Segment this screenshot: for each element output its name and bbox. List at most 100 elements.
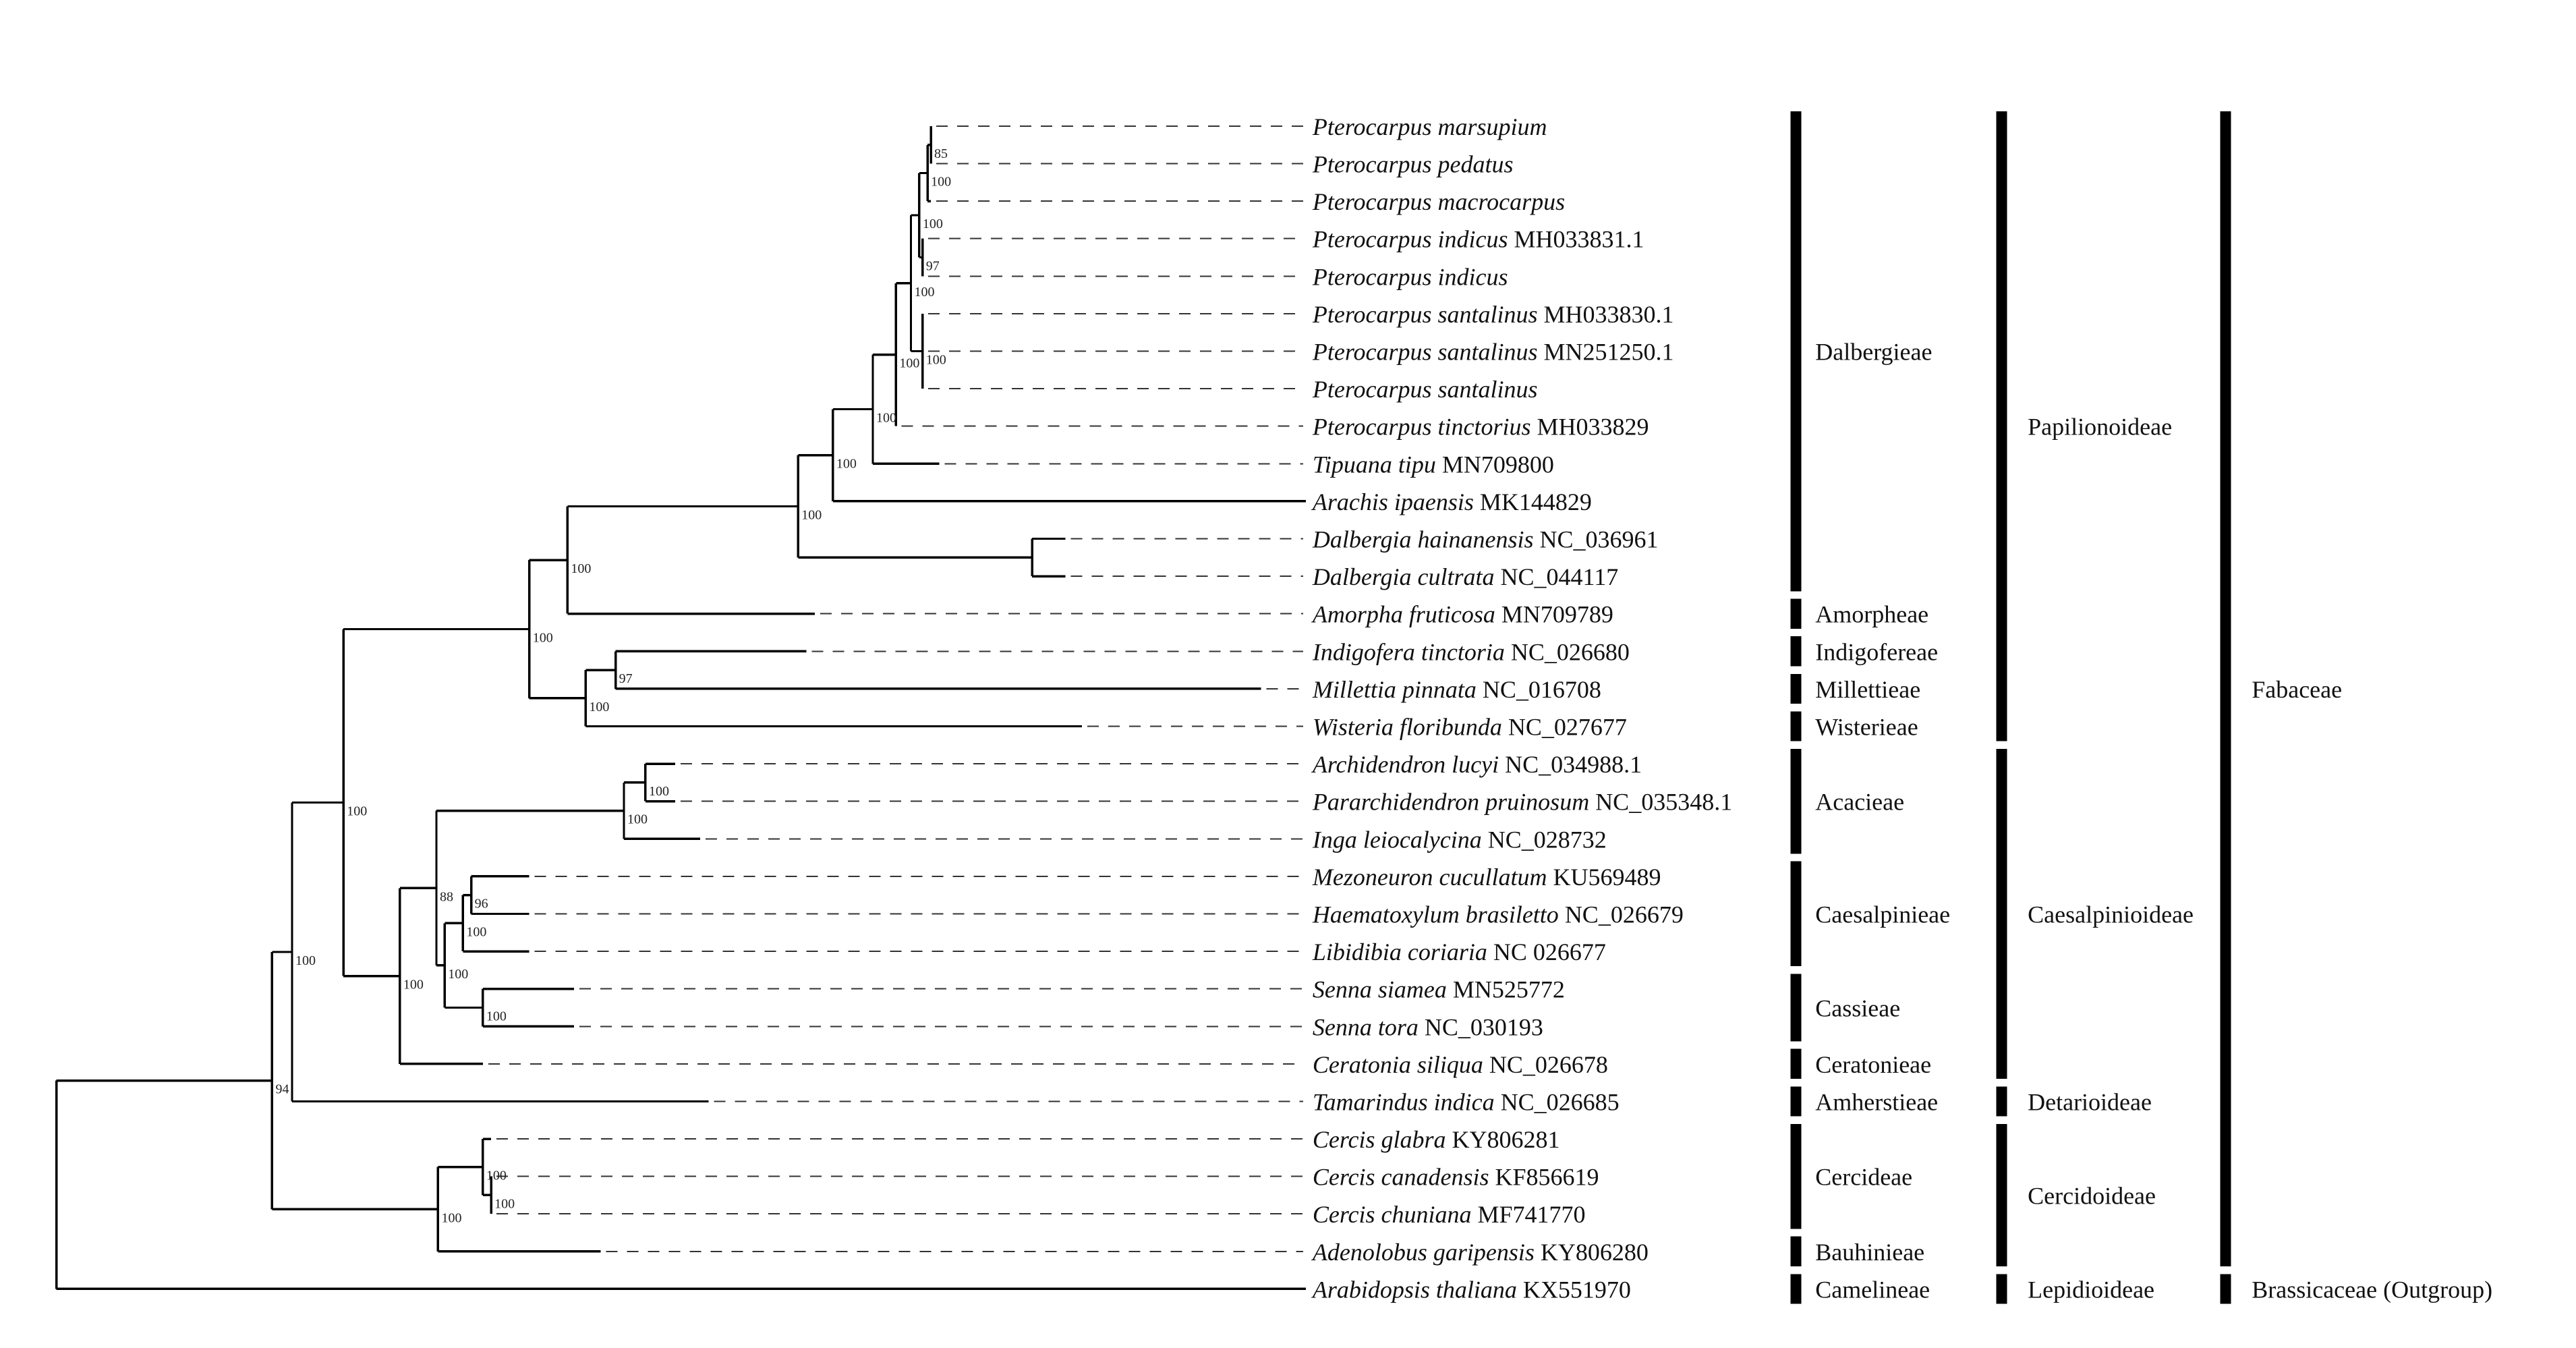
taxon-label: Pterocarpus indicus MH033831.1: [1312, 226, 1644, 253]
accession-number: NC_036961: [1534, 526, 1659, 553]
accession-number: KY806281: [1446, 1126, 1560, 1153]
bootstrap-value: 100: [494, 1196, 515, 1211]
subfamily-label: Detarioideae: [2028, 1088, 2152, 1115]
accession-number: NC_026680: [1505, 638, 1630, 665]
taxon-labels: Pterocarpus marsupium Pterocarpus pedatus…: [1311, 113, 1732, 1303]
taxon-label: Mezoneuron cucullatum KU569489: [1312, 864, 1661, 891]
tribe-label: Acacieae: [1815, 789, 1904, 816]
species-name: Tipuana tipu: [1313, 451, 1436, 478]
subfamily-label: Lepidioideae: [2028, 1276, 2154, 1303]
taxon-label: Libidibia coriaria NC 026677: [1312, 938, 1606, 965]
accession-number: NC_016708: [1477, 676, 1601, 703]
species-name: Pterocarpus marsupium: [1312, 113, 1547, 140]
tribe-label: Bauhinieae: [1815, 1239, 1924, 1266]
tribe-bar: [1790, 1086, 1802, 1117]
accession-number: NC_034988.1: [1499, 751, 1642, 778]
taxon-label: Dalbergia cultrata NC_044117: [1312, 563, 1618, 590]
species-name: Pterocarpus indicus: [1312, 263, 1508, 290]
tribe-label: Dalbergieae: [1815, 339, 1932, 366]
accession-number: NC_044117: [1495, 563, 1619, 590]
tribe-label: Cassieae: [1815, 994, 1900, 1021]
tribe-bar: [1790, 861, 1802, 967]
taxon-label: Cercis glabra KY806281: [1313, 1126, 1560, 1153]
bootstrap-value: 96: [475, 897, 488, 911]
taxon-label: Pterocarpus macrocarpus: [1312, 188, 1565, 215]
family-label: Brassicaceae (Outgroup): [2252, 1276, 2492, 1303]
bootstrap-value: 100: [441, 1210, 461, 1225]
species-name: Pterocarpus pedatus: [1312, 151, 1514, 178]
taxon-label: Pterocarpus indicus: [1312, 263, 1508, 290]
bootstrap-value: 100: [627, 812, 648, 827]
taxon-label: Ceratonia siliqua NC_026678: [1313, 1051, 1608, 1078]
bootstrap-value: 100: [836, 457, 857, 472]
taxon-label: Millettia pinnata NC_016708: [1312, 676, 1601, 703]
bootstrap-value: 100: [486, 1169, 507, 1183]
accession-number: NC_026678: [1483, 1051, 1608, 1078]
taxon-label: Senna tora NC_030193: [1313, 1013, 1543, 1040]
taxon-label: Adenolobus garipensis KY806280: [1311, 1239, 1649, 1266]
species-name: Pterocarpus tinctorius: [1312, 414, 1531, 441]
taxon-label: Pterocarpus santalinus: [1312, 376, 1538, 403]
species-name: Mezoneuron cucullatum: [1312, 864, 1547, 891]
taxon-label: Amorpha fruticosa MN709789: [1311, 601, 1613, 628]
tribe-label: Indigofereae: [1815, 638, 1938, 665]
tribe-bar: [1790, 1274, 1802, 1304]
species-name: Cercis glabra: [1313, 1126, 1446, 1153]
accession-number: MN525772: [1447, 976, 1565, 1003]
species-name: Libidibia coriaria: [1312, 938, 1487, 965]
family-label: Fabaceae: [2252, 676, 2342, 703]
species-name: Adenolobus garipensis: [1311, 1239, 1535, 1266]
bootstrap-value: 100: [899, 356, 919, 371]
bootstrap-value: 100: [403, 978, 424, 992]
bootstrap-value: 100: [801, 508, 822, 523]
tribe-bar: [1790, 1123, 1802, 1229]
species-name: Ceratonia siliqua: [1313, 1051, 1483, 1078]
species-name: Amorpha fruticosa: [1311, 601, 1495, 628]
accession-number: NC_027677: [1502, 713, 1627, 740]
taxon-label: Pterocarpus tinctorius MH033829: [1312, 414, 1649, 441]
species-name: Dalbergia hainanensis: [1312, 526, 1534, 553]
tribe-label: Ceratonieae: [1815, 1051, 1931, 1078]
species-name: Pterocarpus santalinus: [1312, 301, 1538, 328]
tribe-label: Wisterieae: [1815, 713, 1918, 740]
subfamily-bar: [1996, 1123, 2007, 1266]
species-name: Dalbergia cultrata: [1312, 563, 1495, 590]
bootstrap-value: 100: [649, 784, 669, 799]
accession-number: MH033829: [1531, 414, 1649, 441]
accession-number: NC_030193: [1419, 1013, 1543, 1040]
support-values: 8510097100100100100100100100100971001001…: [275, 146, 951, 1226]
species-name: Inga leiocalycina: [1312, 826, 1482, 853]
tribe-bar: [1790, 711, 1802, 741]
tribe-bar: [1790, 1048, 1802, 1079]
accession-number: NC_026679: [1559, 901, 1684, 928]
taxon-label: Pterocarpus pedatus: [1312, 151, 1514, 178]
taxon-label: Haematoxylum brasiletto NC_026679: [1312, 901, 1684, 928]
tribe-label: Camelineae: [1815, 1276, 1930, 1303]
bootstrap-value: 100: [915, 285, 935, 300]
taxon-label: Cercis canadensis KF856619: [1313, 1164, 1599, 1191]
bootstrap-value: 94: [275, 1082, 289, 1097]
species-name: Cercis canadensis: [1313, 1164, 1489, 1191]
taxon-label: Pararchidendron pruinosum NC_035348.1: [1312, 789, 1732, 816]
accession-number: MK144829: [1474, 488, 1592, 515]
accession-number: KY806280: [1535, 1239, 1649, 1266]
accession-number: NC 026677: [1487, 938, 1606, 965]
tribe-bar: [1790, 636, 1802, 667]
family-bar: [2220, 1274, 2231, 1304]
tribe-label: Amorpheae: [1815, 601, 1928, 628]
species-name: Arachis ipaensis: [1311, 488, 1474, 515]
subfamily-bar: [1996, 1086, 2007, 1117]
tribe-bar: [1790, 974, 1802, 1042]
accession-number: NC_035348.1: [1589, 789, 1732, 816]
taxon-label: Cercis chuniana MF741770: [1313, 1201, 1586, 1228]
bootstrap-value: 100: [923, 217, 943, 231]
accession-number: MH033831.1: [1508, 226, 1644, 253]
bootstrap-value: 97: [619, 671, 633, 686]
accession-number: MF741770: [1472, 1201, 1586, 1228]
accession-number: NC_028732: [1482, 826, 1607, 853]
taxon-label: Pterocarpus marsupium: [1312, 113, 1547, 140]
tribe-label: Cercideae: [1815, 1164, 1912, 1191]
tribe-label: Millettieae: [1815, 676, 1920, 703]
accession-number: MH033830.1: [1538, 301, 1674, 328]
